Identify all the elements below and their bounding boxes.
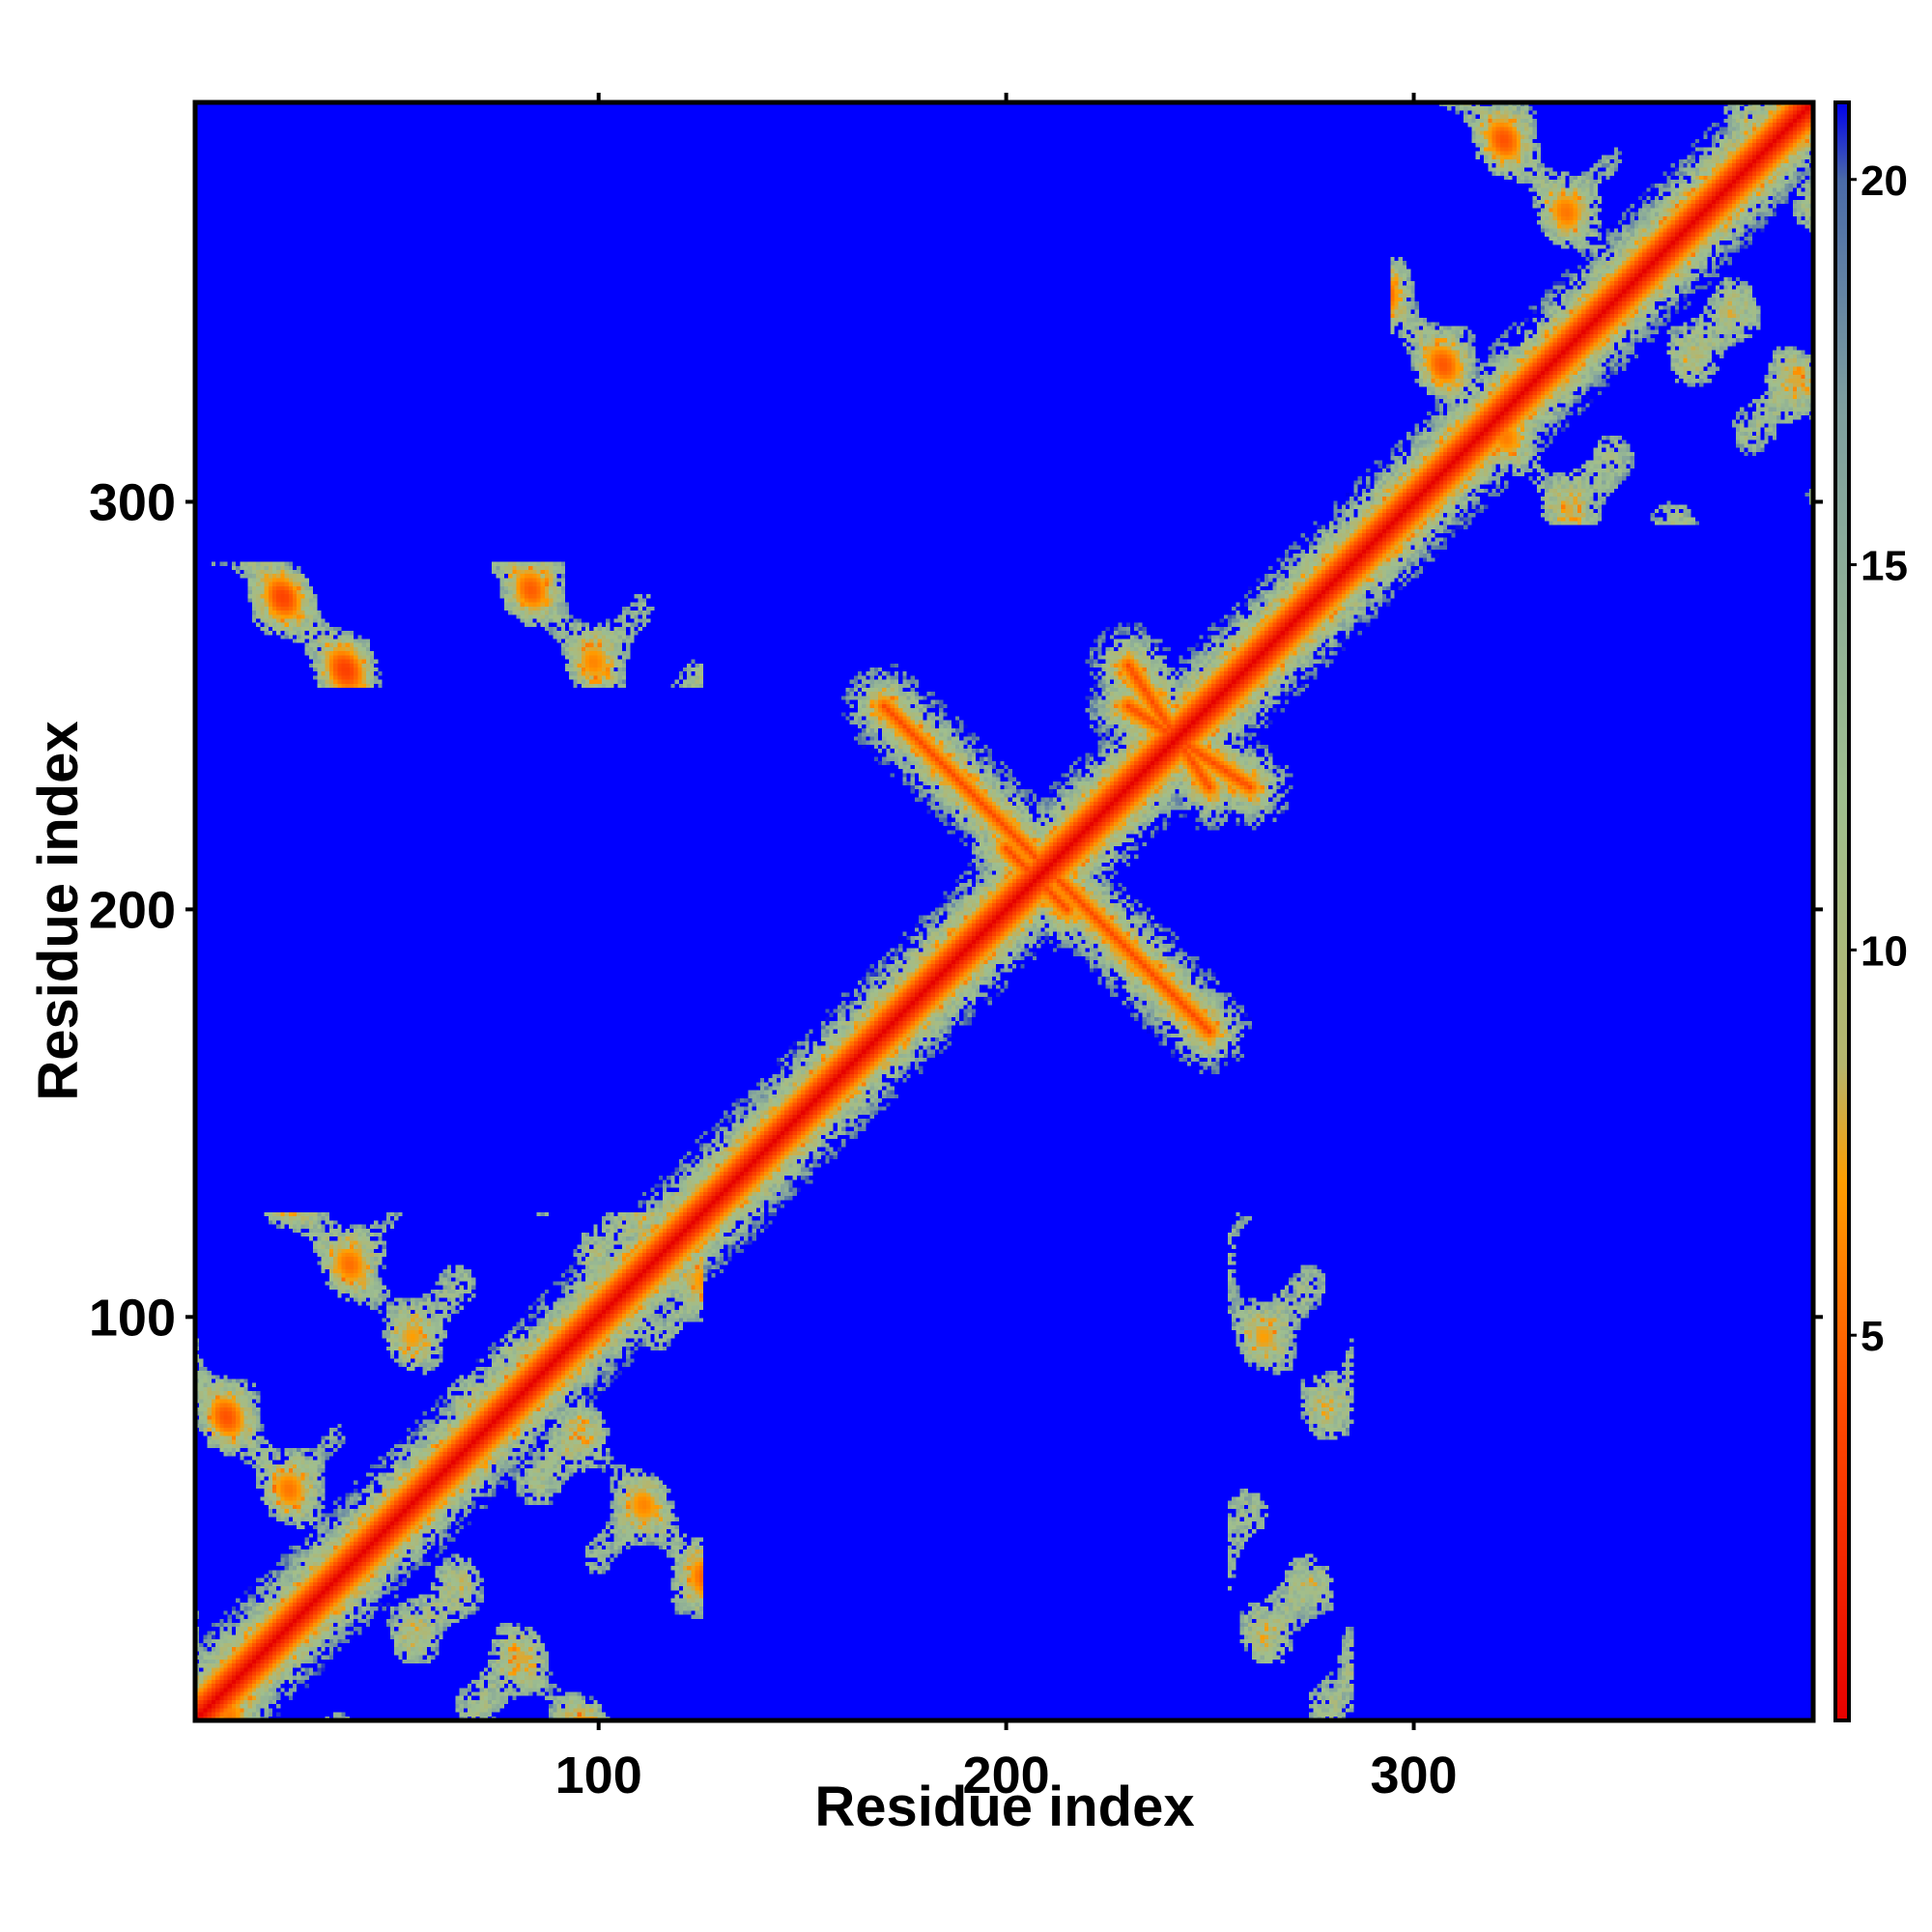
colorbar-tick-label: 15 bbox=[1861, 543, 1908, 590]
x-tick-label: 100 bbox=[555, 1747, 642, 1804]
plot-frame bbox=[192, 99, 1816, 1723]
y-tick-label: 300 bbox=[89, 473, 176, 531]
colorbar: 5 10 15 20 bbox=[1833, 100, 1908, 1722]
heatmap bbox=[195, 102, 1813, 1720]
x-tick-label: 300 bbox=[1370, 1747, 1457, 1804]
colorbar-tick-label: 20 bbox=[1861, 157, 1908, 205]
colorbar-bar bbox=[1833, 100, 1851, 1722]
colorbar-tick-label: 10 bbox=[1861, 927, 1908, 975]
y-axis-title: Residue index bbox=[27, 721, 90, 1100]
y-tick-label: 200 bbox=[89, 881, 176, 939]
colorbar-tick-label: 5 bbox=[1861, 1313, 1884, 1360]
x-axis-ticks: 100 200 300 bbox=[555, 93, 1458, 1804]
y-axis-ticks: 100 200 300 bbox=[89, 473, 1823, 1347]
x-tick-label: 200 bbox=[963, 1747, 1050, 1804]
heatmap-image bbox=[195, 102, 1813, 1720]
y-tick-label: 100 bbox=[89, 1289, 176, 1347]
colorbar-ticks: 5 10 15 20 bbox=[1849, 157, 1908, 1360]
x-axis-title: Residue index bbox=[814, 1776, 1194, 1838]
